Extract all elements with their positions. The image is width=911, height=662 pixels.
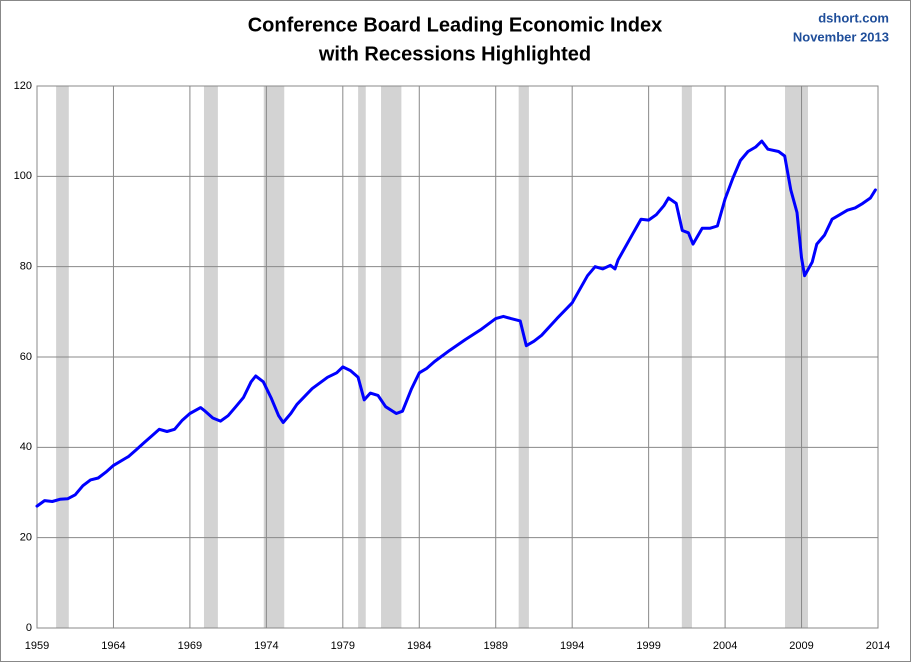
x-tick-label: 2009 [789,640,813,652]
x-tick-label: 1999 [636,640,660,652]
y-tick-label: 60 [20,351,32,363]
y-tick-label: 20 [20,532,32,544]
x-tick-label: 1994 [560,640,584,652]
x-tick-label: 1974 [254,640,278,652]
chart-subtitle: with Recessions Highlighted [318,43,591,65]
x-tick-label: 2014 [866,640,890,652]
source-date: November 2013 [793,29,889,44]
x-tick-label: 2004 [713,640,737,652]
x-tick-label: 1979 [331,640,355,652]
x-tick-label: 1959 [25,640,49,652]
plot-border [36,85,879,629]
plot-area: 0 20 40 60 80 100 120 1959 1964 1969 1974 1979 1984 1… [14,80,891,652]
y-tick-label: 0 [26,622,32,634]
data-line [35,139,877,508]
source: dshort.com [818,10,889,25]
x-tick-label: 1984 [407,640,431,652]
y-tick-label: 120 [14,80,32,92]
x-tick-label: 1964 [101,640,125,652]
y-tick-label: 80 [20,261,32,273]
y-tick-label: 100 [14,170,32,182]
x-tick-label: 1969 [178,640,202,652]
chart-title: Conference Board Leading Economic Index [248,14,663,36]
x-tick-label: 1989 [483,640,507,652]
y-tick-label: 40 [20,441,32,453]
